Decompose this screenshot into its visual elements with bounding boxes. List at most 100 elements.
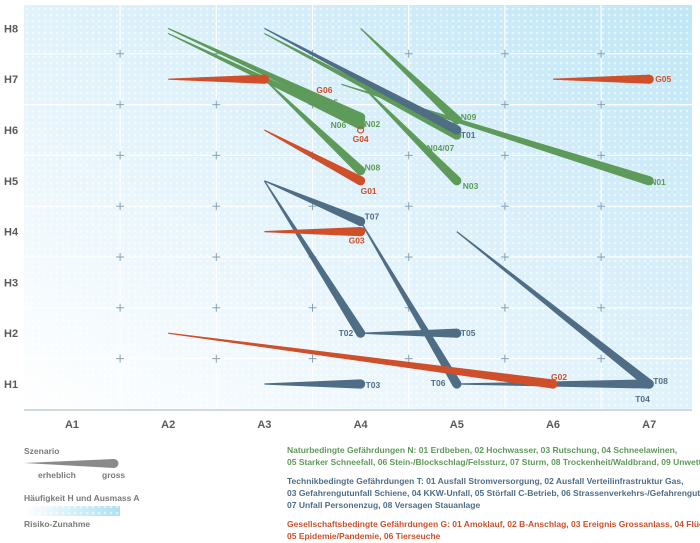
wedge — [264, 78, 363, 125]
scenario-label: T04 — [635, 394, 650, 404]
grid-cross — [597, 303, 606, 312]
wedge-end — [356, 166, 366, 176]
grid-cross — [212, 202, 221, 211]
wedge — [168, 332, 554, 389]
axis-ticks: A1 A2 A3 A4 A5 A6 A7 H1 H2 H3 H4 H5 H6 H7 H8 — [4, 23, 656, 431]
grid-cross — [308, 354, 317, 363]
wedge-end — [452, 115, 462, 125]
scenario-label: T06 — [431, 378, 446, 388]
scenario-label: G03 — [349, 236, 365, 246]
grid-cross — [404, 253, 413, 261]
grid-cross — [404, 49, 413, 58]
x-tick-label: A4 — [354, 419, 369, 431]
wedge — [263, 180, 365, 336]
scenario-G05: G05 — [553, 74, 672, 84]
y-tick-label: H1 — [4, 379, 18, 391]
legend-technical-3: 07 Unfall Personenzug, 08 Versagen Staua… — [287, 500, 480, 510]
wedge-end — [644, 379, 654, 389]
grid-cross — [597, 49, 606, 58]
grid — [24, 5, 692, 411]
grid-cross — [404, 354, 413, 363]
scenario-T01: T01 — [264, 27, 476, 140]
y-tick-label: H5 — [4, 176, 18, 188]
grid-cross — [212, 303, 221, 312]
scenario-label: T07 — [365, 211, 380, 221]
scenario-T08: T08 — [456, 231, 668, 389]
scenario-N06: N06 — [264, 78, 366, 130]
scenario-T03: T03 — [264, 379, 381, 390]
wedge — [360, 328, 457, 338]
x-tick-label: A7 — [642, 419, 656, 431]
scenario-label: G01 — [361, 186, 377, 196]
grid-cross — [404, 151, 413, 160]
scenario-label: N03 — [463, 181, 479, 191]
wedge — [263, 78, 364, 174]
wedge-end — [452, 328, 462, 338]
wedge-end — [644, 74, 654, 84]
legend-scenario-low: erheblich — [38, 470, 76, 480]
grid-cross — [597, 354, 606, 363]
grid-cross — [500, 49, 509, 58]
scenario-G02: G02 — [168, 332, 567, 389]
scenario-label: T08 — [653, 376, 668, 386]
grid-cross — [597, 253, 606, 261]
scenario-label: T03 — [366, 380, 381, 390]
plot-dot-overlay — [24, 5, 692, 410]
scenario-label: G05 — [655, 74, 671, 84]
grid-cross — [212, 354, 221, 363]
grid-cross — [116, 49, 125, 58]
wedge — [553, 74, 650, 84]
wedge — [360, 221, 461, 387]
wedge — [264, 379, 361, 389]
scenario-label: N06 — [331, 120, 347, 130]
legend-scenario-title: Szenario — [24, 446, 59, 456]
wedge — [264, 227, 361, 237]
grid-cross — [116, 354, 125, 363]
x-tick-label: A2 — [161, 419, 175, 431]
grid-cross — [500, 303, 509, 312]
scenario-T07: T07 — [264, 180, 380, 227]
scenario-G03: G03 — [264, 227, 366, 246]
wedge — [168, 74, 265, 84]
scenario-label: N08 — [365, 163, 381, 173]
y-tick-label: H4 — [4, 227, 19, 239]
legend-technical-1: Technikbedingte Gefährdungen T: 01 Ausfa… — [287, 476, 683, 486]
y-tick-label: H7 — [4, 74, 18, 86]
x-tick-label: A5 — [450, 419, 464, 431]
wedge — [456, 231, 653, 388]
legend: Szenario erheblich gross Häufigkeit H un… — [24, 445, 700, 541]
scenario-G01: G01 — [264, 129, 377, 196]
wedge-end — [356, 379, 366, 389]
grid-cross — [500, 151, 509, 160]
grid-cross — [308, 303, 317, 312]
wedge-end — [356, 176, 366, 186]
scenario-label: N01 — [650, 177, 666, 187]
legend-social-2: 05 Epidemie/Pandemie, 06 Tierseuche — [287, 531, 441, 541]
scenario-marks: N01N02N03N04/07N05N06N08N09T01T02T03T04T… — [167, 27, 672, 404]
scenario-label: G04 — [353, 134, 369, 144]
grid-cross — [116, 151, 125, 160]
legend-technical-2: 03 Gefahrengutunfall Schiene, 04 KKW-Unf… — [287, 488, 700, 498]
point-marker — [357, 126, 365, 134]
wedge-end — [356, 227, 366, 237]
grid-cross — [212, 151, 221, 160]
wedge-end — [452, 379, 462, 389]
wedge-end — [452, 176, 462, 186]
grid-cross — [597, 100, 606, 109]
grid-cross — [116, 202, 125, 211]
y-tick-label: H3 — [4, 277, 18, 289]
scenario-G04: G04 — [353, 126, 369, 144]
y-tick-label: H2 — [4, 328, 18, 340]
scenario-G06: G06 — [168, 74, 333, 95]
wedge — [264, 27, 459, 135]
scenario-label: G06 — [316, 85, 332, 95]
wedge — [360, 83, 461, 185]
scenario-label: N05 — [323, 97, 339, 107]
legend-frequency-title: Häufigkeit H und Ausmass A — [24, 493, 140, 503]
grid-cross — [116, 253, 125, 261]
wedge — [264, 180, 363, 226]
legend-risk-title: Risiko-Zunahme — [24, 519, 90, 529]
scenario-T06: T06 — [360, 221, 462, 389]
legend-risk-dots — [24, 506, 120, 516]
legend-social-1: Gesellschaftsbedingte Gefährdungen G: 01… — [287, 519, 700, 529]
